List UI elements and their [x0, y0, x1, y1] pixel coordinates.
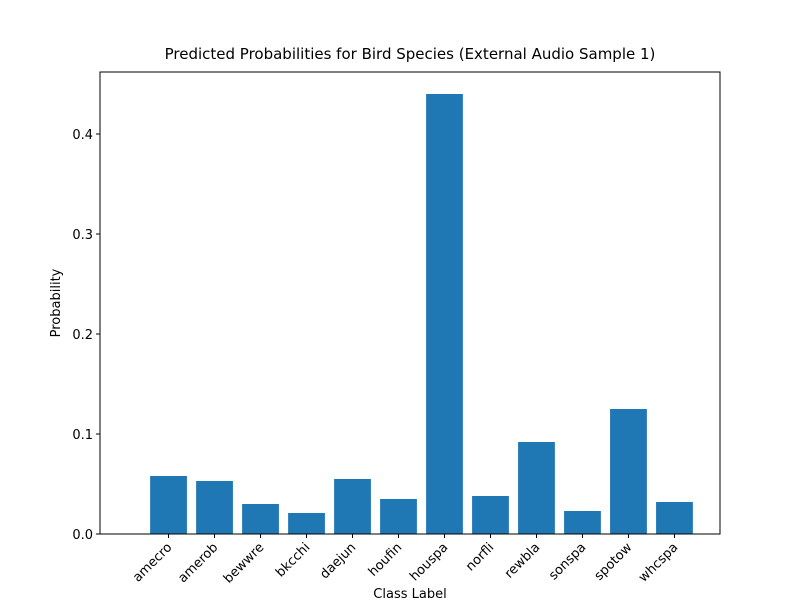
x-tick-label: norfli [463, 540, 497, 574]
x-axis-label: Class Label [373, 587, 446, 600]
x-tick-label: daejun [317, 540, 359, 582]
plot-frame [99, 71, 721, 535]
y-tick-label: 0.4 [72, 128, 93, 143]
y-axis-label: Probability [49, 268, 64, 337]
bar [426, 94, 463, 534]
x-tick-label: whcspa [636, 540, 681, 585]
x-tick-label: rewbla [502, 540, 543, 581]
x-tick-label: bewwre [221, 540, 267, 586]
bar [518, 442, 555, 534]
y-tick-label: 0.0 [72, 528, 93, 543]
y-tick-label: 0.1 [72, 428, 93, 443]
y-tick-label: 0.3 [72, 228, 93, 243]
bar [334, 479, 371, 534]
bar [242, 504, 279, 534]
x-tick-label: houspa [407, 540, 451, 584]
bar [288, 513, 325, 534]
bar [196, 481, 233, 534]
x-tick-label: amecro [130, 540, 175, 585]
bar [472, 496, 509, 534]
bar [656, 502, 693, 534]
x-tick-label: spotow [592, 540, 636, 584]
x-tick-label: amerob [175, 540, 221, 586]
y-tick-label: 0.2 [72, 328, 93, 343]
bar [380, 499, 417, 534]
bar [564, 511, 601, 534]
bar [150, 476, 187, 534]
x-tick-label: houfin [366, 540, 406, 580]
chart-title: Predicted Probabilities for Bird Species… [165, 45, 656, 63]
bar [610, 409, 647, 534]
x-tick-label: bkcchi [273, 540, 313, 580]
x-tick-label: sonspa [546, 540, 589, 583]
